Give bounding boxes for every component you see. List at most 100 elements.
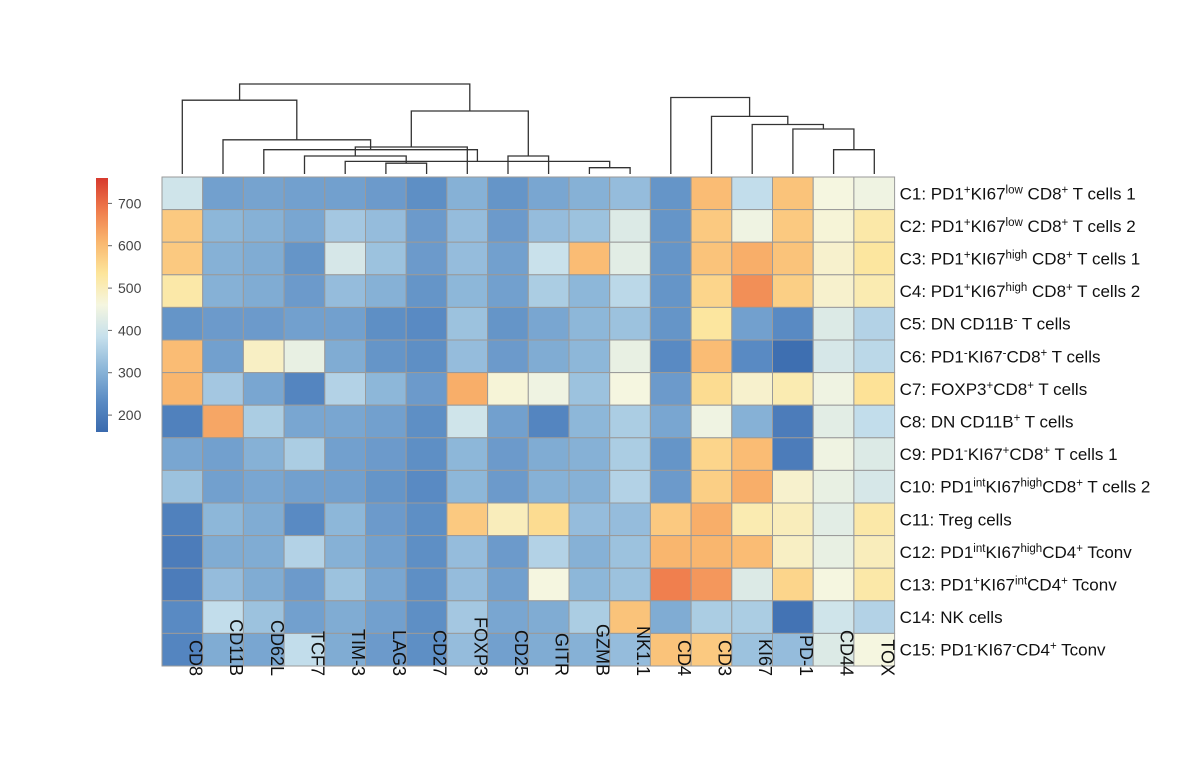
- heatmap-cell-r3-cd4: [649, 241, 692, 276]
- heatmap-cell-r15-tox: [853, 632, 896, 667]
- heatmap-cell-r5-cd27: [405, 306, 448, 341]
- dendrogram-link-15: [670, 96, 751, 174]
- row-label-text: Tconv: [1068, 576, 1117, 595]
- heatmap-cell-r13-lag3: [365, 567, 407, 602]
- heatmap-cell-r12-nk1-1: [609, 535, 651, 569]
- heatmap-cell-r9-gzmb: [568, 437, 611, 471]
- heatmap-cell-r1-cd8: [161, 176, 204, 211]
- heatmap-cell-r4-cd27: [405, 274, 448, 308]
- row-label-text: C10: PD1: [900, 478, 974, 497]
- heatmap-cell-r10-cd62l: [242, 469, 285, 504]
- column-label-tox: TOX: [877, 639, 897, 676]
- heatmap-cell-r14-tox: [853, 600, 896, 634]
- heatmap-cell-r3-gitr: [527, 241, 570, 276]
- heatmap-cell-r7-cd3: [690, 372, 733, 406]
- row-label-superscript: int: [973, 543, 986, 555]
- heatmap-cell-r14-cd8: [161, 600, 204, 634]
- row-label-text: KI67: [985, 543, 1020, 562]
- heatmap-cell-r3-cd25: [487, 241, 529, 276]
- heatmap-cell-r5-lag3: [365, 306, 407, 341]
- heatmap-cell-r8-tcf7: [283, 404, 326, 439]
- column-label-gzmb: GZMB: [592, 624, 612, 676]
- heatmap-cell-r3-cd11b: [202, 241, 244, 276]
- row-label-superscript: low: [1006, 217, 1024, 229]
- row-label-c9: C9: PD1-KI67+CD8+ T cells 1: [900, 445, 1118, 464]
- row-label-superscript: +: [1041, 347, 1048, 359]
- heatmap-cell-r7-gitr: [527, 372, 570, 406]
- heatmap-cell-r2-cd62l: [242, 209, 285, 243]
- row-label-text: CD8: [1027, 250, 1066, 269]
- heatmap-cell-r12-tox: [853, 535, 896, 569]
- heatmap-cell-r2-nk1-1: [609, 209, 651, 243]
- heatmap-cell-r8-cd25: [487, 404, 529, 439]
- row-label-text: T cells 2: [1083, 478, 1150, 497]
- heatmap-cell-r2-ki67: [731, 209, 773, 243]
- heatmap-cell-r15-nk1-1: [609, 632, 651, 667]
- heatmap-cell-r11-gitr: [527, 502, 570, 537]
- dendrogram-link-16: [238, 83, 471, 111]
- row-label-c8: C8: DN CD11B+ T cells: [900, 413, 1074, 432]
- heatmap-cell-r3-nk1-1: [609, 241, 651, 276]
- heatmap-cell-r9-tcf7: [283, 437, 326, 471]
- heatmap-cell-r12-foxp3: [446, 535, 489, 569]
- heatmap-cell-r15-cd44: [812, 632, 855, 667]
- row-label-superscript: +: [1043, 445, 1050, 457]
- row-label-text: T cells 1: [1050, 445, 1117, 464]
- heatmap-cell-r7-cd44: [812, 372, 855, 406]
- heatmap-cell-r12-cd8: [161, 535, 204, 569]
- row-label-text: KI67: [980, 576, 1015, 595]
- heatmap-cell-r3-cd62l: [242, 241, 285, 276]
- heatmap-cell-r3-foxp3: [446, 241, 489, 276]
- row-label-text: KI67: [977, 641, 1012, 660]
- heatmap-cell-r9-cd62l: [242, 437, 285, 471]
- heatmap-cell-r15-cd27: [405, 632, 448, 667]
- heatmap-cell-r5-gitr: [527, 306, 570, 341]
- heatmap-cell-r1-cd27: [405, 176, 448, 211]
- heatmap-cell-r11-tim-3: [324, 502, 366, 537]
- heatmap-cell-r13-gzmb: [568, 567, 611, 602]
- row-label-text: C5: DN CD11B: [900, 315, 1014, 334]
- heatmap-cell-r2-tim-3: [324, 209, 366, 243]
- heatmap-cell-r11-ki67: [731, 502, 773, 537]
- colorbar-tick-label-500: 500: [118, 280, 142, 296]
- heatmap-cell-r2-tcf7: [283, 209, 326, 243]
- heatmap-cell-r14-pd-1: [772, 600, 814, 634]
- row-label-text: C8: DN CD11B: [900, 413, 1014, 432]
- heatmap-cell-r6-ki67: [731, 339, 773, 374]
- row-label-text: C4: PD1: [900, 282, 964, 301]
- heatmap-cell-r2-cd25: [487, 209, 529, 243]
- heatmap-cell-r8-ki67: [731, 404, 773, 439]
- heatmap-cell-r4-cd4: [649, 274, 692, 308]
- heatmap-cell-r4-cd62l: [242, 274, 285, 308]
- heatmap-cell-r14-tim-3: [324, 600, 366, 634]
- row-label-text: CD4: [1016, 641, 1050, 660]
- heatmap-cell-r10-nk1-1: [609, 469, 651, 504]
- row-labels: C1: PD1+KI67low CD8+ T cells 1C2: PD1+KI…: [900, 184, 1151, 659]
- heatmap-cell-r8-cd8: [161, 404, 204, 439]
- heatmap-cell-r1-cd62l: [242, 176, 285, 211]
- row-label-text: Tconv: [1083, 543, 1132, 562]
- heatmap-cell-r12-cd62l: [242, 535, 285, 569]
- heatmap-cell-r8-foxp3: [446, 404, 489, 439]
- heatmap-cell-r11-tox: [853, 502, 896, 537]
- heatmap-cell-r10-tim-3: [324, 469, 366, 504]
- row-label-text: KI67: [985, 478, 1020, 497]
- heatmap-cell-r5-tim-3: [324, 306, 366, 341]
- heatmap-cell-r5-nk1-1: [609, 306, 651, 341]
- heatmap-cell-r4-cd8: [161, 274, 204, 308]
- row-label-text: C14: NK cells: [900, 608, 1003, 627]
- dendrogram-link-14: [181, 99, 298, 174]
- heatmap-cell-r9-tox: [853, 437, 896, 471]
- heatmap-cell-r12-gzmb: [568, 535, 611, 569]
- row-label-text: C6: PD1: [900, 347, 964, 366]
- column-label-nk1-1: NK1.1: [633, 626, 653, 676]
- row-label-text: C13: PD1: [900, 576, 974, 595]
- heatmap-cell-r12-cd44: [812, 535, 855, 569]
- heatmap-cell-r12-cd11b: [202, 535, 244, 569]
- heatmap-cell-r2-cd44: [812, 209, 855, 243]
- heatmap-cell-r15-cd25: [487, 632, 529, 667]
- heatmap-cell-r7-ki67: [731, 372, 773, 406]
- heatmap-cell-r8-cd62l: [242, 404, 285, 439]
- row-label-text: T cells: [1047, 347, 1100, 366]
- heatmap-cell-r9-cd25: [487, 437, 529, 471]
